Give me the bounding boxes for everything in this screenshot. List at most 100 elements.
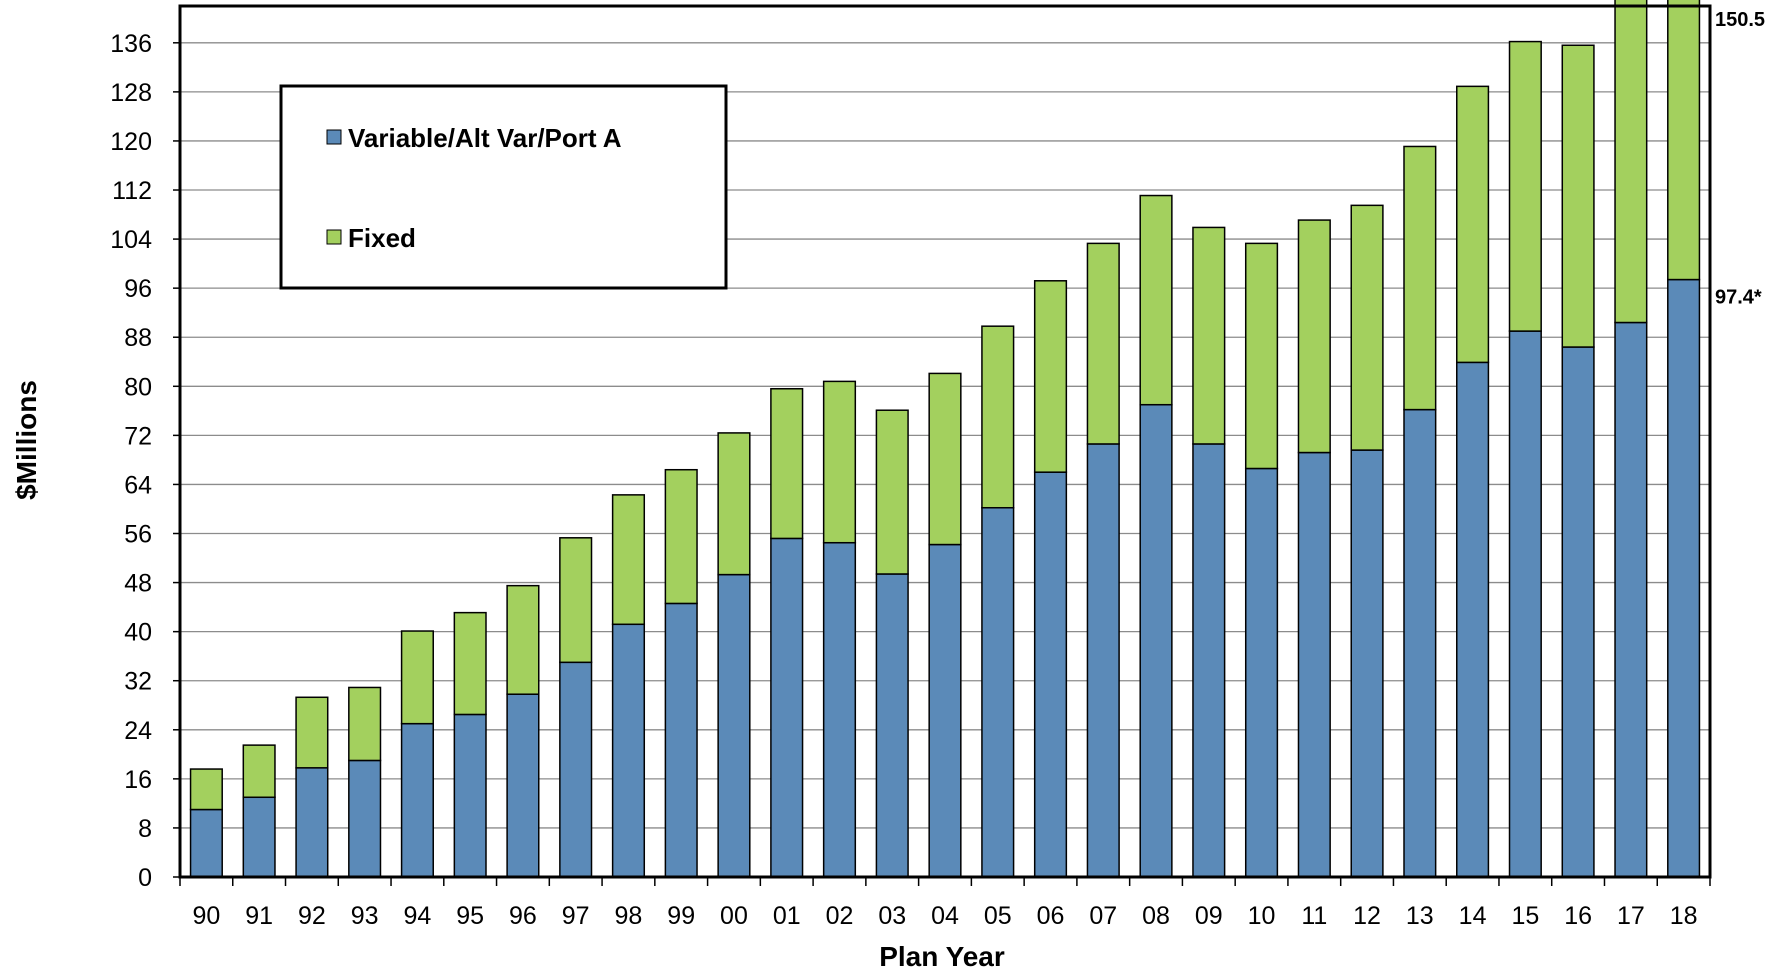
bar-variable-93 bbox=[348, 759, 382, 878]
x-tick-label-08: 08 bbox=[1142, 902, 1170, 930]
bar-variable-13 bbox=[1403, 408, 1437, 878]
legend-swatch-fixed bbox=[326, 229, 342, 245]
x-tick-label-17: 17 bbox=[1617, 902, 1645, 930]
bar-fixed-96 bbox=[506, 584, 540, 695]
x-tick-label-05: 05 bbox=[984, 902, 1012, 930]
bar-fixed-18 bbox=[1667, 0, 1701, 281]
y-tick-label-64: 64 bbox=[124, 471, 152, 499]
x-tick-label-12: 12 bbox=[1353, 902, 1381, 930]
y-tick-label-88: 88 bbox=[124, 324, 152, 352]
x-tick-label-18: 18 bbox=[1670, 902, 1698, 930]
bar-variable-18 bbox=[1667, 278, 1701, 878]
bar-variable-96 bbox=[506, 693, 540, 878]
bar-variable-99 bbox=[664, 602, 698, 878]
bar-variable-94 bbox=[400, 722, 434, 878]
bar-variable-10 bbox=[1244, 467, 1279, 878]
x-tick-label-97: 97 bbox=[562, 902, 590, 930]
bar-variable-15 bbox=[1508, 330, 1542, 878]
axes-group bbox=[173, 4, 1712, 886]
bar-fixed-14 bbox=[1456, 85, 1490, 364]
y-tick-label-112: 112 bbox=[112, 177, 152, 205]
bar-variable-03 bbox=[875, 573, 909, 878]
x-tick-label-09: 09 bbox=[1195, 902, 1223, 930]
plot-frame bbox=[178, 4, 1712, 879]
bar-fixed-90 bbox=[189, 768, 223, 811]
y-tick-label-16: 16 bbox=[124, 766, 152, 794]
bar-fixed-02 bbox=[822, 380, 857, 544]
bar-fixed-94 bbox=[400, 630, 434, 725]
bar-fixed-92 bbox=[295, 696, 329, 769]
bar-variable-07 bbox=[1086, 443, 1120, 878]
x-tick-label-00: 00 bbox=[720, 902, 748, 930]
x-tick-label-90: 90 bbox=[192, 902, 220, 930]
y-tick-label-128: 128 bbox=[110, 79, 152, 107]
bar-fixed-10 bbox=[1244, 242, 1279, 470]
bar-variable-11 bbox=[1297, 451, 1331, 878]
bar-fixed-04 bbox=[928, 372, 962, 546]
y-tick-label-96: 96 bbox=[124, 275, 152, 303]
bar-variable-04 bbox=[928, 543, 962, 878]
x-tick-label-98: 98 bbox=[615, 902, 643, 930]
legend-label-fixed: Fixed bbox=[348, 223, 416, 253]
y-axis-title: $Millions bbox=[11, 380, 42, 500]
y-tick-label-24: 24 bbox=[124, 717, 152, 745]
bar-variable-00 bbox=[717, 573, 751, 878]
bar-fixed-07 bbox=[1086, 242, 1120, 445]
x-tick-label-04: 04 bbox=[931, 902, 959, 930]
bar-variable-97 bbox=[559, 661, 593, 878]
bar-variable-92 bbox=[295, 767, 329, 878]
annotations: 150.5 97.4* bbox=[1715, 9, 1765, 309]
bar-fixed-06 bbox=[1033, 280, 1068, 473]
bar-fixed-17 bbox=[1614, 0, 1648, 324]
bar-fixed-15 bbox=[1508, 40, 1542, 332]
y-tick-label-136: 136 bbox=[110, 30, 152, 58]
bar-fixed-97 bbox=[559, 537, 593, 664]
x-tick-label-91: 91 bbox=[245, 902, 273, 930]
bar-variable-98 bbox=[611, 623, 646, 878]
bar-fixed-09 bbox=[1192, 226, 1226, 445]
bar-fixed-93 bbox=[348, 686, 382, 762]
x-tick-label-07: 07 bbox=[1089, 902, 1117, 930]
bar-fixed-08 bbox=[1139, 194, 1173, 406]
bar-fixed-13 bbox=[1403, 145, 1437, 411]
x-tick-label-10: 10 bbox=[1248, 902, 1276, 930]
bar-variable-01 bbox=[770, 537, 804, 878]
y-tick-label-8: 8 bbox=[138, 815, 152, 843]
x-tick-label-94: 94 bbox=[404, 902, 432, 930]
bar-variable-02 bbox=[822, 541, 857, 878]
bar-variable-05 bbox=[981, 506, 1015, 878]
x-tick-label-15: 15 bbox=[1511, 902, 1539, 930]
y-tick-label-32: 32 bbox=[124, 668, 152, 696]
y-tick-labels: 0 8 16 24 32 40 48 56 64 72 80 88 96 104 112 120 128 136 bbox=[110, 30, 152, 892]
y-tick-label-40: 40 bbox=[124, 619, 152, 647]
bar-fixed-00 bbox=[717, 432, 751, 576]
x-tick-label-95: 95 bbox=[456, 902, 484, 930]
y-tick-label-0: 0 bbox=[138, 864, 152, 892]
annotation-label-0: 150.5 bbox=[1715, 9, 1765, 31]
bar-variable-91 bbox=[242, 796, 276, 878]
bar-variable-06 bbox=[1033, 471, 1068, 878]
bar-fixed-99 bbox=[664, 468, 698, 605]
bar-variable-09 bbox=[1192, 443, 1226, 878]
x-tick-label-16: 16 bbox=[1564, 902, 1592, 930]
bar-fixed-01 bbox=[770, 387, 804, 540]
bar-fixed-95 bbox=[453, 611, 487, 716]
bar-fixed-91 bbox=[242, 744, 276, 799]
y-tick-label-80: 80 bbox=[124, 373, 152, 401]
y-tick-label-104: 104 bbox=[110, 226, 152, 254]
x-tick-label-03: 03 bbox=[878, 902, 906, 930]
x-tick-label-93: 93 bbox=[351, 902, 379, 930]
bars-group bbox=[189, 0, 1701, 878]
legend-box bbox=[279, 84, 728, 290]
bar-variable-12 bbox=[1350, 449, 1384, 878]
bar-fixed-98 bbox=[611, 494, 646, 626]
bar-fixed-03 bbox=[875, 409, 909, 575]
x-tick-label-96: 96 bbox=[509, 902, 537, 930]
bar-variable-14 bbox=[1456, 361, 1490, 878]
legend-swatch-variable bbox=[326, 129, 342, 145]
x-tick-label-06: 06 bbox=[1037, 902, 1065, 930]
bar-variable-95 bbox=[453, 713, 487, 878]
x-tick-label-14: 14 bbox=[1459, 902, 1487, 930]
bar-fixed-11 bbox=[1297, 219, 1331, 454]
